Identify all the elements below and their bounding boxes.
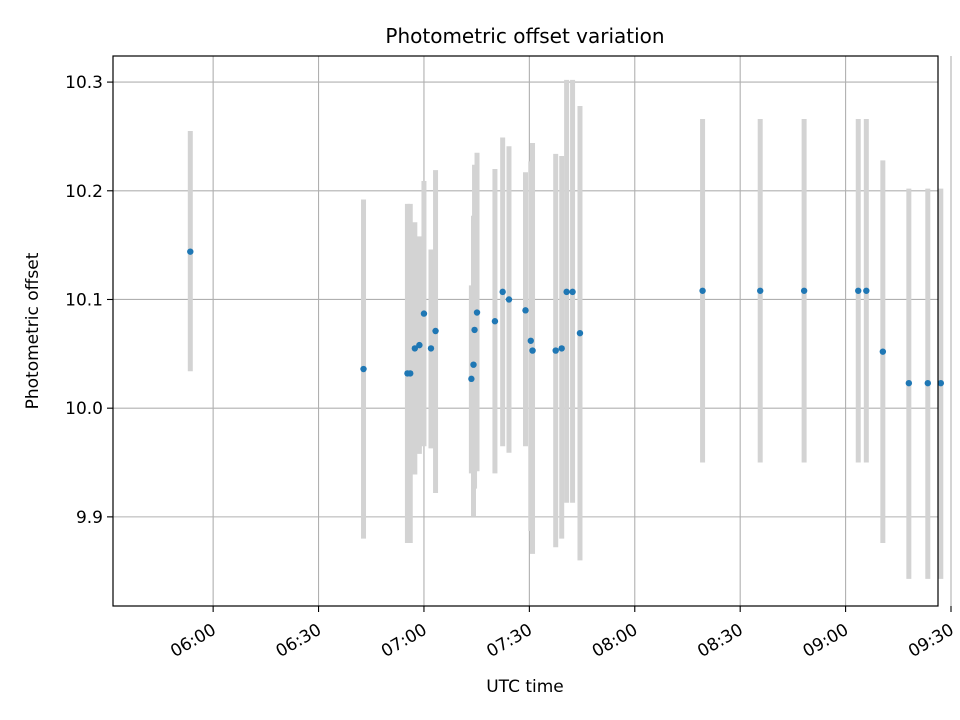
- data-point: [499, 288, 506, 296]
- y-tick-label: 10.2: [65, 182, 103, 202]
- data-point: [468, 375, 475, 383]
- data-point: [529, 347, 536, 354]
- data-point: [937, 379, 945, 387]
- data-point: [855, 287, 862, 294]
- data-point: [407, 370, 414, 377]
- data-point: [471, 326, 478, 334]
- data-point: [411, 345, 419, 352]
- data-point: [416, 341, 423, 349]
- data-point: [558, 345, 565, 352]
- data-point: [699, 287, 706, 294]
- data-point: [924, 379, 932, 387]
- plot-frame: [112, 55, 939, 607]
- data-point: [527, 337, 534, 344]
- data-point: [576, 329, 584, 337]
- y-axis-ticks: 9.9 10.0 10.1 10.2 10.3: [65, 73, 113, 528]
- chart-title: Photometric offset variation: [385, 24, 664, 48]
- data-point: [905, 379, 913, 387]
- data-point: [187, 248, 194, 255]
- data-point: [879, 348, 887, 355]
- data-point: [800, 287, 808, 294]
- data-point: [863, 287, 870, 294]
- data-points: [187, 248, 945, 387]
- data-point: [420, 310, 428, 317]
- data-point: [569, 288, 576, 296]
- data-point: [491, 318, 499, 325]
- y-tick-label: 9.9: [76, 508, 103, 528]
- y-axis-label: Photometric offset: [23, 252, 43, 409]
- data-point: [427, 345, 435, 352]
- grid-lines: [113, 56, 952, 606]
- data-point: [470, 361, 477, 368]
- y-tick-label: 10.0: [65, 399, 103, 419]
- y-tick-label: 10.1: [65, 290, 103, 310]
- data-point: [563, 288, 570, 296]
- data-point: [473, 309, 481, 316]
- x-axis-label: UTC time: [486, 677, 564, 697]
- data-point: [432, 327, 439, 335]
- data-point: [757, 287, 764, 294]
- data-point: [360, 365, 367, 373]
- y-tick-label: 10.3: [65, 73, 103, 93]
- data-point: [552, 347, 559, 354]
- data-point: [505, 296, 513, 303]
- data-point: [522, 307, 529, 314]
